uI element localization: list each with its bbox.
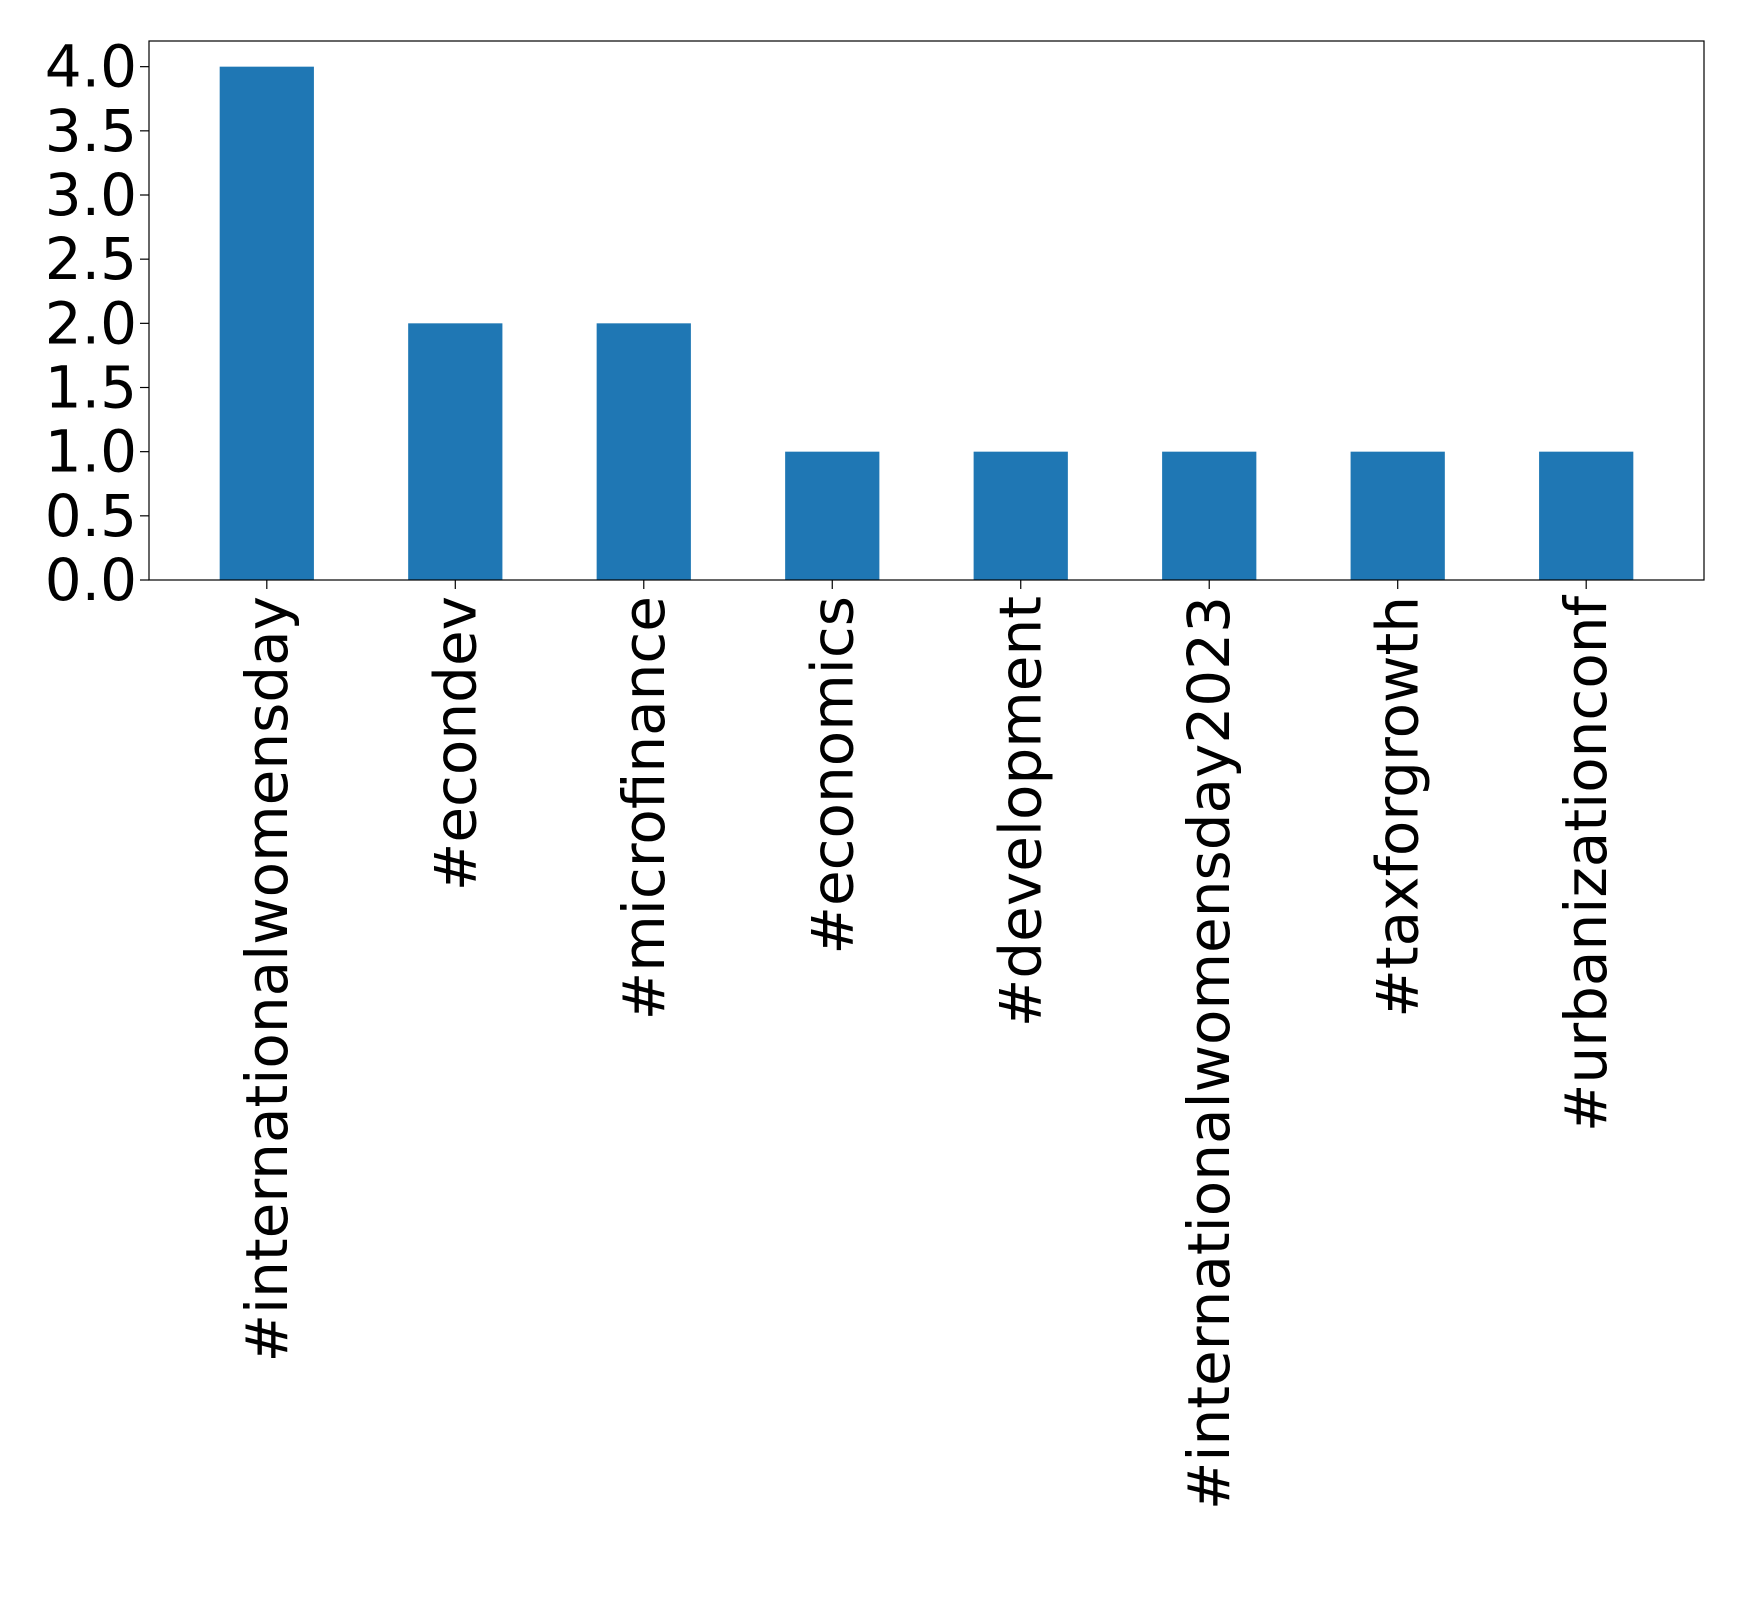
bar-internationalwomensday2023 (1162, 451, 1257, 580)
x-tick-label: #internationalwomensday2023 (1175, 596, 1243, 1510)
x-tick-label: #microfinance (610, 596, 678, 1020)
plot-frame (148, 40, 1705, 581)
bar-development (973, 451, 1068, 580)
x-tick-label: #econdev (421, 596, 489, 891)
bar-urbanizationconf (1539, 451, 1634, 580)
y-tick-label: 0.5 (45, 482, 137, 550)
x-tick-label: #taxforgrowth (1364, 596, 1432, 1018)
x-tick-label: #development (987, 596, 1055, 1027)
y-tick-label: 2.5 (45, 225, 137, 293)
y-tick-label: 0.0 (45, 546, 137, 614)
x-tick-label: #internationalwomensday (233, 596, 301, 1363)
bar-economics (785, 451, 880, 580)
y-tick-label: 4.0 (45, 33, 137, 101)
bar-econdev (408, 323, 503, 580)
x-axis: #internationalwomensday #econdev #microfin… (233, 580, 1620, 1510)
y-tick-label: 1.0 (45, 418, 137, 486)
y-axis: 0.00.51.01.52.02.53.03.54.0 (45, 33, 149, 614)
bars (219, 66, 1634, 581)
y-tick-label: 3.0 (45, 161, 137, 229)
x-tick-label: #economics (798, 596, 866, 955)
bar-internationalwomensday (219, 66, 314, 581)
y-tick-label: 1.5 (45, 354, 137, 422)
y-tick-label: 2.0 (45, 289, 137, 357)
y-tick-label: 3.5 (45, 97, 137, 165)
bar-taxforgrowth (1350, 451, 1445, 580)
bar-microfinance (596, 323, 691, 580)
x-tick-label: #urbanizationconf (1552, 594, 1620, 1132)
